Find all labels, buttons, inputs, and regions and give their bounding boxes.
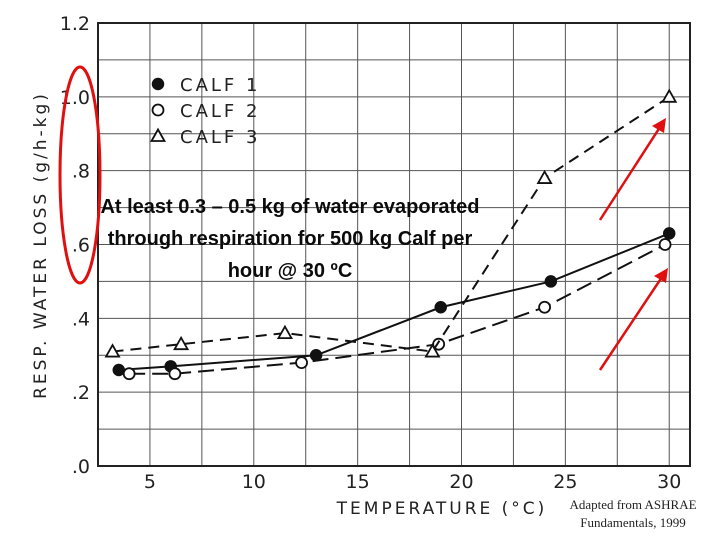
legend-marker bbox=[151, 103, 165, 117]
data-point bbox=[104, 343, 121, 358]
series-line bbox=[112, 95, 670, 353]
legend-entry: CALF 3 bbox=[149, 127, 260, 148]
data-point bbox=[112, 363, 126, 377]
series-group bbox=[104, 88, 678, 381]
y-tick-label: .4 bbox=[72, 308, 90, 330]
data-point bbox=[661, 88, 678, 103]
series-line bbox=[129, 243, 666, 375]
x-axis-label: TEMPERATURE (°C) bbox=[336, 499, 548, 519]
legend-label: CALF 1 bbox=[180, 75, 260, 96]
data-point bbox=[276, 324, 293, 340]
data-point bbox=[538, 300, 551, 314]
legend-entry: CALF 1 bbox=[151, 75, 260, 96]
x-tick-label: 10 bbox=[242, 471, 266, 493]
series-3 bbox=[104, 88, 678, 358]
data-point bbox=[295, 356, 308, 370]
y-tick-label: .0 bbox=[72, 456, 90, 478]
data-point bbox=[544, 275, 558, 288]
legend-label: CALF 3 bbox=[180, 127, 260, 148]
y-axis-label: RESP. WATER LOSS (g/h-kg) bbox=[31, 91, 51, 399]
data-point bbox=[309, 349, 323, 362]
annotation-callout: At least 0.3 – 0.5 kg of water evaporate… bbox=[100, 196, 480, 282]
x-tick-label: 5 bbox=[144, 471, 156, 493]
x-tick-label: 30 bbox=[657, 471, 681, 493]
data-point bbox=[662, 227, 676, 240]
data-point bbox=[658, 238, 672, 251]
series-line bbox=[118, 232, 670, 372]
data-point bbox=[173, 335, 190, 351]
y-tick-label: .6 bbox=[72, 235, 90, 257]
trend-arrow-upper bbox=[598, 118, 666, 221]
legend-label: CALF 2 bbox=[180, 101, 260, 122]
series-2 bbox=[122, 238, 672, 381]
legend-marker bbox=[149, 127, 167, 142]
series-1 bbox=[112, 227, 676, 377]
data-point bbox=[168, 367, 182, 381]
data-point bbox=[424, 343, 441, 358]
legend-entry: CALF 2 bbox=[151, 101, 260, 122]
legend: CALF 1 CALF 2 CALF 3 bbox=[149, 75, 260, 148]
x-tick-label: 25 bbox=[553, 471, 577, 493]
data-point bbox=[434, 301, 447, 314]
trend-arrow-lower bbox=[598, 268, 668, 371]
y-tick-label: .8 bbox=[72, 161, 90, 183]
legend-marker bbox=[151, 77, 165, 91]
y-tick-highlight-ellipse bbox=[58, 65, 102, 285]
axis-ticks: 5 10 15 20 25 30.0.2.4.6.81.01.2 bbox=[60, 13, 682, 493]
y-tick-label: 1.2 bbox=[60, 13, 90, 35]
x-tick-label: 15 bbox=[346, 471, 370, 493]
data-point bbox=[122, 367, 136, 381]
plot-frame bbox=[97, 22, 691, 467]
data-point bbox=[536, 169, 553, 184]
y-tick-label: .2 bbox=[72, 382, 90, 404]
x-tick-label: 20 bbox=[449, 471, 473, 493]
source-note: Adapted from ASHRAE Fundamentals, 1999 bbox=[569, 497, 697, 530]
